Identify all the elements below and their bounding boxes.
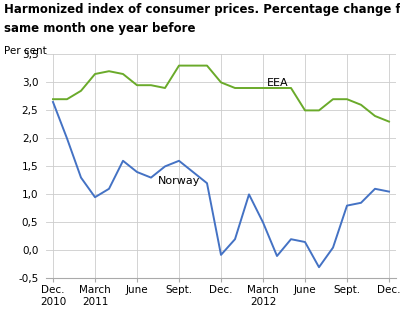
Text: Harmonized index of consumer prices. Percentage change from the: Harmonized index of consumer prices. Per… bbox=[4, 3, 400, 16]
Text: same month one year before: same month one year before bbox=[4, 22, 196, 36]
Text: Norway: Norway bbox=[158, 176, 200, 186]
Text: EEA: EEA bbox=[267, 78, 289, 88]
Text: Per cent: Per cent bbox=[4, 46, 47, 56]
